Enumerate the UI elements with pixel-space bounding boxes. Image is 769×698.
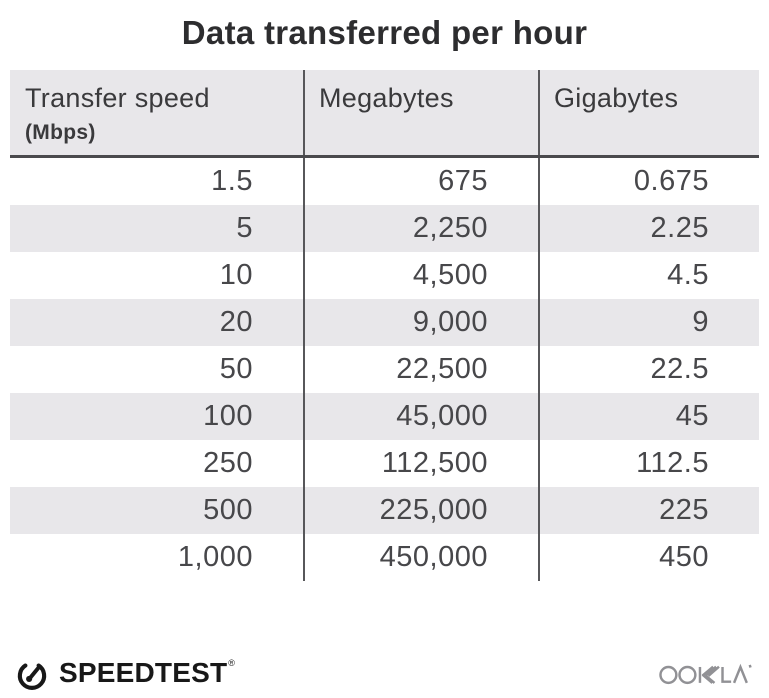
table-cell: 20	[219, 306, 253, 338]
table-row: 500 225,000 225	[10, 487, 759, 534]
table-row: 1.5 675 0.675	[10, 158, 759, 205]
table-cell: 4,500	[303, 252, 538, 299]
column-header-gigabytes: Gigabytes	[538, 70, 759, 155]
table-cell: 450	[538, 534, 759, 581]
table-cell: 1.5	[211, 165, 253, 197]
table-cell: 450,000	[303, 534, 538, 581]
registered-trademark-mark: ®	[228, 658, 236, 668]
column-header-sublabel: (Mbps)	[25, 121, 96, 144]
table-row: 100 45,000 45	[10, 393, 759, 440]
table-cell: 9	[538, 299, 759, 346]
table-body: 1.5 675 0.675 5 2,250 2.25 10 4,500 4.5 20 9,000 9 5…	[10, 158, 759, 581]
footer: SPEEDTEST®	[0, 645, 769, 698]
column-header-label: Transfer speed	[25, 83, 210, 113]
table-cell: 4.5	[538, 252, 759, 299]
data-table: Transfer speed (Mbps) Megabytes Gigabyte…	[10, 70, 759, 581]
column-header-label: Gigabytes	[554, 83, 679, 113]
ookla-logo	[659, 653, 757, 694]
speedtest-wordmark-text: SPEEDTEST	[59, 657, 228, 688]
table-cell: 5	[236, 212, 253, 244]
column-header-transfer-speed: Transfer speed (Mbps)	[10, 70, 303, 155]
table-header-row: Transfer speed (Mbps) Megabytes Gigabyte…	[10, 70, 759, 158]
table-cell: 112.5	[538, 440, 759, 487]
table-row: 50 22,500 22.5	[10, 346, 759, 393]
speedtest-wordmark: SPEEDTEST®	[59, 659, 235, 687]
table-row: 250 112,500 112.5	[10, 440, 759, 487]
speedtest-logo: SPEEDTEST®	[14, 655, 235, 691]
table-cell: 50	[219, 353, 253, 385]
table-cell: 112,500	[303, 440, 538, 487]
table-cell: 22.5	[538, 346, 759, 393]
table-cell: 9,000	[303, 299, 538, 346]
table-cell: 1,000	[177, 541, 253, 573]
table-cell: 10	[219, 259, 253, 291]
table-row: 1,000 450,000 450	[10, 534, 759, 581]
table-cell: 22,500	[303, 346, 538, 393]
column-header-megabytes: Megabytes	[303, 70, 538, 155]
table-cell: 2.25	[538, 205, 759, 252]
table-cell: 100	[203, 400, 253, 432]
table-cell: 250	[203, 447, 253, 479]
speedtest-gauge-icon	[17, 663, 47, 690]
table-cell: 45	[538, 393, 759, 440]
table-row: 20 9,000 9	[10, 299, 759, 346]
column-header-label: Megabytes	[319, 83, 454, 113]
table-cell: 675	[303, 158, 538, 205]
table-row: 5 2,250 2.25	[10, 205, 759, 252]
table-cell: 225,000	[303, 487, 538, 534]
table-cell: 0.675	[538, 158, 759, 205]
table-cell: 225	[538, 487, 759, 534]
table-cell: 45,000	[303, 393, 538, 440]
table-cell: 500	[203, 494, 253, 526]
ookla-wordmark-icon	[659, 663, 752, 685]
table-cell: 2,250	[303, 205, 538, 252]
table-row: 10 4,500 4.5	[10, 252, 759, 299]
page-title: Data transferred per hour	[181, 14, 588, 51]
